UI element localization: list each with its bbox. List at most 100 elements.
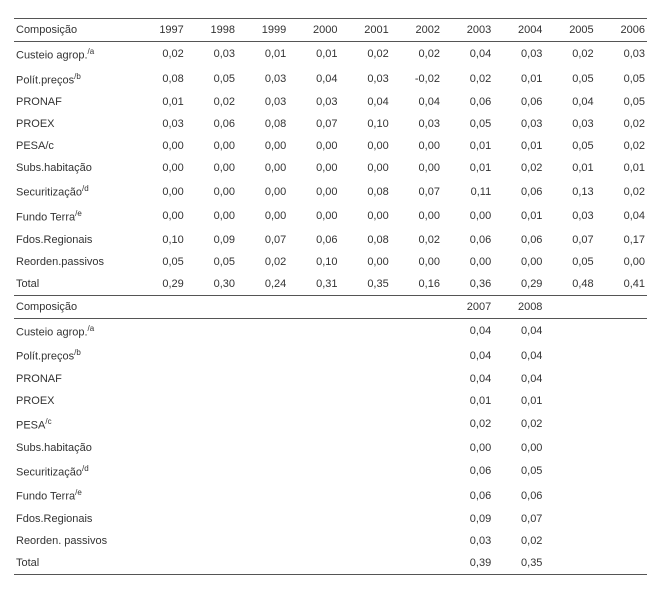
col-header-label: Composição — [14, 295, 135, 318]
cell-value: 0,05 — [493, 459, 544, 484]
cell-value: 0,09 — [442, 508, 493, 530]
table-row: PRONAF0,040,04 — [14, 368, 647, 390]
cell-value: 0,03 — [237, 67, 288, 92]
col-header-year: 1997 — [135, 19, 186, 42]
cell-value: 0,10 — [288, 251, 339, 273]
cell-value: 0,00 — [237, 157, 288, 179]
row-label: Total — [14, 552, 135, 575]
cell-value: 0,05 — [596, 67, 647, 92]
cell-value: 0,02 — [442, 67, 493, 92]
cell-value: 0,00 — [186, 179, 237, 204]
cell-value: 0,04 — [391, 91, 442, 113]
cell-value: 0,00 — [237, 135, 288, 157]
cell-value: 0,05 — [596, 91, 647, 113]
table-row: Total0,290,300,240,310,350,160,360,290,4… — [14, 273, 647, 296]
row-label: Reorden.passivos — [14, 251, 135, 273]
cell-value: 0,00 — [186, 135, 237, 157]
cell-value: 0,02 — [135, 42, 186, 67]
data-table-1: Composição 1997 1998 1999 2000 2001 2002… — [14, 18, 647, 575]
cell-value: 0,01 — [493, 390, 544, 412]
cell-value: 0,05 — [544, 67, 595, 92]
cell-value: 0,00 — [135, 157, 186, 179]
cell-value: 0,01 — [544, 157, 595, 179]
row-label: Total — [14, 273, 135, 296]
footnote-ref: /b — [74, 72, 81, 81]
footnote-ref: /d — [82, 184, 89, 193]
cell-value: 0,06 — [493, 483, 544, 508]
table-row: PESA/c0,020,02 — [14, 412, 647, 437]
cell-value: 0,41 — [596, 273, 647, 296]
cell-value: 0,07 — [493, 508, 544, 530]
row-label: PESA/c — [14, 412, 135, 437]
cell-value: 0,00 — [493, 251, 544, 273]
cell-value: 0,00 — [288, 135, 339, 157]
col-header-year: 2002 — [391, 19, 442, 42]
table-row: PROEX0,030,060,080,070,100,030,050,030,0… — [14, 113, 647, 135]
cell-value: 0,48 — [544, 273, 595, 296]
cell-value: 0,00 — [288, 157, 339, 179]
cell-value: 0,03 — [596, 42, 647, 67]
table-row: Reorden. passivos0,030,02 — [14, 530, 647, 552]
cell-value: 0,00 — [442, 204, 493, 229]
table-row: Fundo Terra/e0,000,000,000,000,000,000,0… — [14, 204, 647, 229]
cell-value: 0,04 — [493, 318, 544, 343]
cell-value: 0,02 — [596, 113, 647, 135]
col-header-year: 2007 — [442, 295, 493, 318]
cell-value: 0,07 — [288, 113, 339, 135]
row-label: Polít.preços/b — [14, 67, 135, 92]
col-header-year: 2003 — [442, 19, 493, 42]
cell-value: 0,05 — [186, 67, 237, 92]
cell-value: 0,02 — [391, 229, 442, 251]
col-header-year: 2004 — [493, 19, 544, 42]
cell-value: 0,29 — [493, 273, 544, 296]
cell-value: 0,02 — [493, 157, 544, 179]
cell-value: 0,03 — [288, 91, 339, 113]
cell-value: 0,03 — [442, 530, 493, 552]
row-label: Custeio agrop./a — [14, 318, 135, 343]
cell-value: 0,06 — [442, 483, 493, 508]
row-label: PROEX — [14, 390, 135, 412]
cell-value: 0,07 — [544, 229, 595, 251]
col-header-year: 1999 — [237, 19, 288, 42]
cell-value: 0,10 — [340, 113, 391, 135]
cell-value: 0,00 — [186, 157, 237, 179]
cell-value: 0,00 — [391, 204, 442, 229]
cell-value: 0,01 — [288, 42, 339, 67]
cell-value: 0,01 — [493, 135, 544, 157]
cell-value: 0,03 — [237, 91, 288, 113]
table-row: Fdos.Regionais0,100,090,070,060,080,020,… — [14, 229, 647, 251]
cell-value: 0,03 — [544, 113, 595, 135]
cell-value: 0,02 — [340, 42, 391, 67]
cell-value: 0,11 — [442, 179, 493, 204]
cell-value: 0,00 — [442, 437, 493, 459]
cell-value: 0,39 — [442, 552, 493, 575]
col-header-year: 2000 — [288, 19, 339, 42]
cell-value: 0,30 — [186, 273, 237, 296]
table-row: Reorden.passivos0,050,050,020,100,000,00… — [14, 251, 647, 273]
row-label: Polít.preços/b — [14, 343, 135, 368]
cell-value: 0,06 — [442, 459, 493, 484]
cell-value: 0,00 — [288, 204, 339, 229]
row-label: Fundo Terra/e — [14, 483, 135, 508]
cell-value: 0,04 — [340, 91, 391, 113]
cell-value: 0,02 — [544, 42, 595, 67]
cell-value: 0,00 — [340, 251, 391, 273]
cell-value: 0,01 — [442, 135, 493, 157]
row-label: Securitização/d — [14, 459, 135, 484]
cell-value: 0,04 — [288, 67, 339, 92]
cell-value: 0,05 — [135, 251, 186, 273]
footnote-ref: /e — [75, 488, 82, 497]
cell-value: 0,31 — [288, 273, 339, 296]
col-header-year: 2008 — [493, 295, 544, 318]
table-row: Subs.habitação0,000,00 — [14, 437, 647, 459]
cell-value: 0,04 — [442, 42, 493, 67]
cell-value: 0,06 — [442, 91, 493, 113]
cell-value: 0,35 — [493, 552, 544, 575]
cell-value: 0,02 — [596, 179, 647, 204]
cell-value: 0,03 — [135, 113, 186, 135]
cell-value: 0,04 — [544, 91, 595, 113]
cell-value: 0,05 — [442, 113, 493, 135]
row-label: Subs.habitação — [14, 157, 135, 179]
table-row: Composição 1997 1998 1999 2000 2001 2002… — [14, 19, 647, 42]
cell-value: 0,06 — [493, 229, 544, 251]
